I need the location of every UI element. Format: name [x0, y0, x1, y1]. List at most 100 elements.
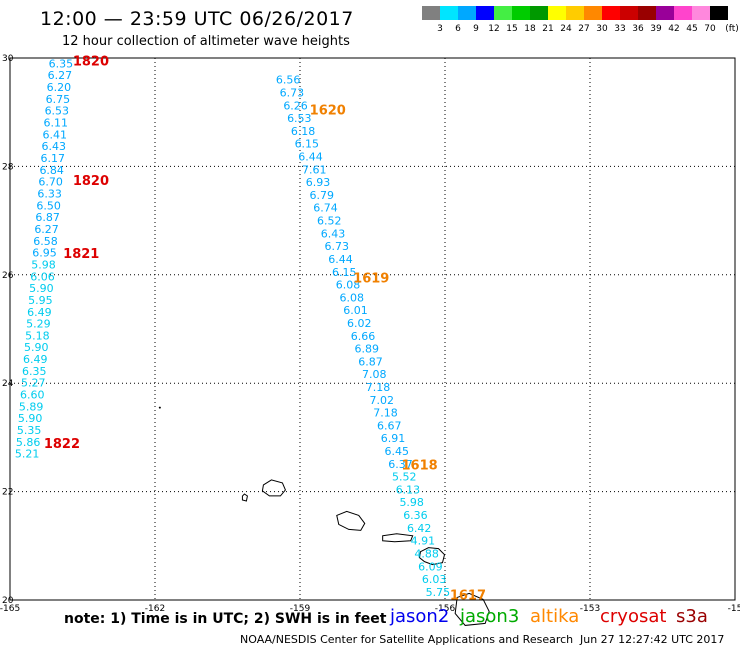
page-subtitle: 12 hour collection of altimeter wave hei…: [62, 34, 350, 49]
wave-height-value: 5.21: [15, 448, 40, 461]
wave-height-value: 5.86: [16, 436, 41, 449]
colorbar-label: 6: [455, 24, 461, 34]
units-note: note: 1) Time is in UTC; 2) SWH is in fe…: [64, 611, 387, 627]
wave-height-value: 5.18: [25, 329, 50, 342]
lat-tick-label: 24: [2, 379, 14, 389]
wave-height-value: 6.36: [403, 509, 428, 522]
lat-tick-label: 20: [2, 596, 14, 606]
wave-height-value: 6.03: [422, 573, 447, 586]
map-frame: [9, 57, 736, 601]
wave-height-value: 6.95: [32, 247, 57, 260]
wave-height-value: 6.93: [306, 176, 331, 189]
wave-height-value: 6.27: [48, 69, 73, 82]
wave-height-value: 6.11: [44, 117, 69, 130]
wave-height-value: 6.56: [276, 74, 301, 87]
lat-tick-label: 28: [2, 162, 14, 172]
wave-height-value: 5.98: [31, 258, 56, 271]
lon-tick-label: -156: [435, 604, 456, 614]
wave-height-value: 7.02: [369, 394, 394, 407]
wave-height-value: 6.41: [43, 128, 68, 141]
pass-time-label: 1619: [353, 272, 389, 287]
wave-height-value: 6.49: [23, 353, 48, 366]
island-maui-outline: [418, 547, 446, 566]
wave-height-value: 6.87: [35, 211, 60, 224]
island-kauai-outline: [261, 479, 286, 497]
pass-time-label: 1822: [44, 437, 80, 452]
colorbar-label: 33: [614, 24, 626, 34]
wave-height-value: 7.61: [302, 163, 327, 176]
pass-time-label: 1820: [73, 174, 109, 189]
lon-tick-label: -162: [145, 604, 165, 614]
wave-height-value: 6.37: [388, 458, 413, 471]
colorbar-unit-label: (ft): [725, 24, 739, 34]
colorbar-swatch: [476, 6, 494, 20]
wave-height-value: 5.95: [28, 294, 52, 307]
lon-tick-label: -159: [290, 604, 311, 614]
wave-height-value: 6.53: [287, 112, 312, 125]
colorbar-swatch: [494, 6, 512, 20]
wave-height-value: 6.60: [20, 389, 44, 402]
lon-tick-label: -15: [728, 604, 740, 614]
wave-height-value: 7.18: [366, 381, 391, 394]
colorbar-label: 70: [704, 24, 716, 34]
wave-height-value: 6.53: [45, 105, 70, 118]
pass-time-label: 1620: [310, 103, 346, 118]
wave-height-value: 6.74: [313, 202, 338, 215]
colorbar-label: 15: [506, 24, 518, 34]
wave-height-value: 6.08: [340, 291, 365, 304]
wave-height-value: 6.58: [33, 235, 58, 248]
colorbar-swatch: [692, 6, 710, 20]
wave-height-value: 7.08: [362, 368, 387, 381]
lat-tick-label: 30: [2, 54, 14, 64]
wave-height-value: 6.20: [47, 81, 72, 94]
wave-height-value: 5.29: [26, 318, 51, 331]
colorbar-swatch: [656, 6, 674, 20]
wave-height-value: 6.73: [280, 86, 305, 99]
wave-height-value: 5.35: [17, 424, 42, 437]
colorbar-label: 12: [488, 24, 500, 34]
wave-height-value: 6.01: [343, 304, 368, 317]
wave-height-value: 5.75: [426, 586, 451, 599]
lon-tick-label: -153: [580, 604, 600, 614]
colorbar-label: 36: [632, 24, 644, 34]
legend-jason2: jason2: [390, 606, 450, 627]
island-dot: [158, 406, 161, 409]
colorbar-swatch: [440, 6, 458, 20]
colorbar-label: 9: [473, 24, 479, 34]
island-hawaii-outline: [454, 592, 490, 626]
wave-height-value: 6.91: [381, 432, 406, 445]
pass-time-label: 1618: [402, 459, 438, 474]
wave-height-value: 6.17: [40, 152, 65, 165]
wave-height-value: 6.75: [46, 93, 71, 106]
generated-timestamp: Jun 27 12:27:42 UTC 2017: [580, 633, 725, 646]
wave-height-value: 6.35: [22, 365, 47, 378]
colorbar-swatch: [422, 6, 440, 20]
credit-line: NOAA/NESDIS Center for Satellite Applica…: [240, 633, 574, 646]
wave-height-value: 7.18: [373, 407, 398, 420]
colorbar-label: 21: [542, 24, 554, 34]
legend-s3a: s3a: [676, 606, 708, 627]
wave-height-value: 6.13: [396, 483, 421, 496]
colorbar-label: 45: [686, 24, 698, 34]
colorbar-label: 24: [560, 24, 572, 34]
colorbar-swatch: [548, 6, 566, 20]
wave-height-value: 6.26: [283, 99, 308, 112]
wave-height-value: 6.09: [418, 560, 443, 573]
wave-height-value: 4.88: [414, 547, 439, 560]
colorbar-swatch: [710, 6, 728, 20]
wave-height-value: 6.27: [34, 223, 59, 236]
colorbar-swatch: [530, 6, 548, 20]
wave-height-value: 6.08: [336, 279, 361, 292]
wave-height-value: 4.91: [411, 535, 436, 548]
wave-height-value: 6.52: [317, 215, 342, 228]
wave-height-value: 5.27: [21, 377, 46, 390]
legend-altika: altika: [530, 606, 580, 627]
colorbar-swatch: [566, 6, 584, 20]
colorbar-label: 27: [578, 24, 590, 34]
wave-height-value: 6.70: [38, 176, 63, 189]
page-title: 12:00 — 23:59 UTC 06/26/2017: [40, 8, 354, 30]
pass-time-label: 1617: [450, 589, 486, 604]
colorbar-label: 30: [596, 24, 608, 34]
colorbar-label: 42: [668, 24, 680, 34]
colorbar-swatch: [602, 6, 620, 20]
